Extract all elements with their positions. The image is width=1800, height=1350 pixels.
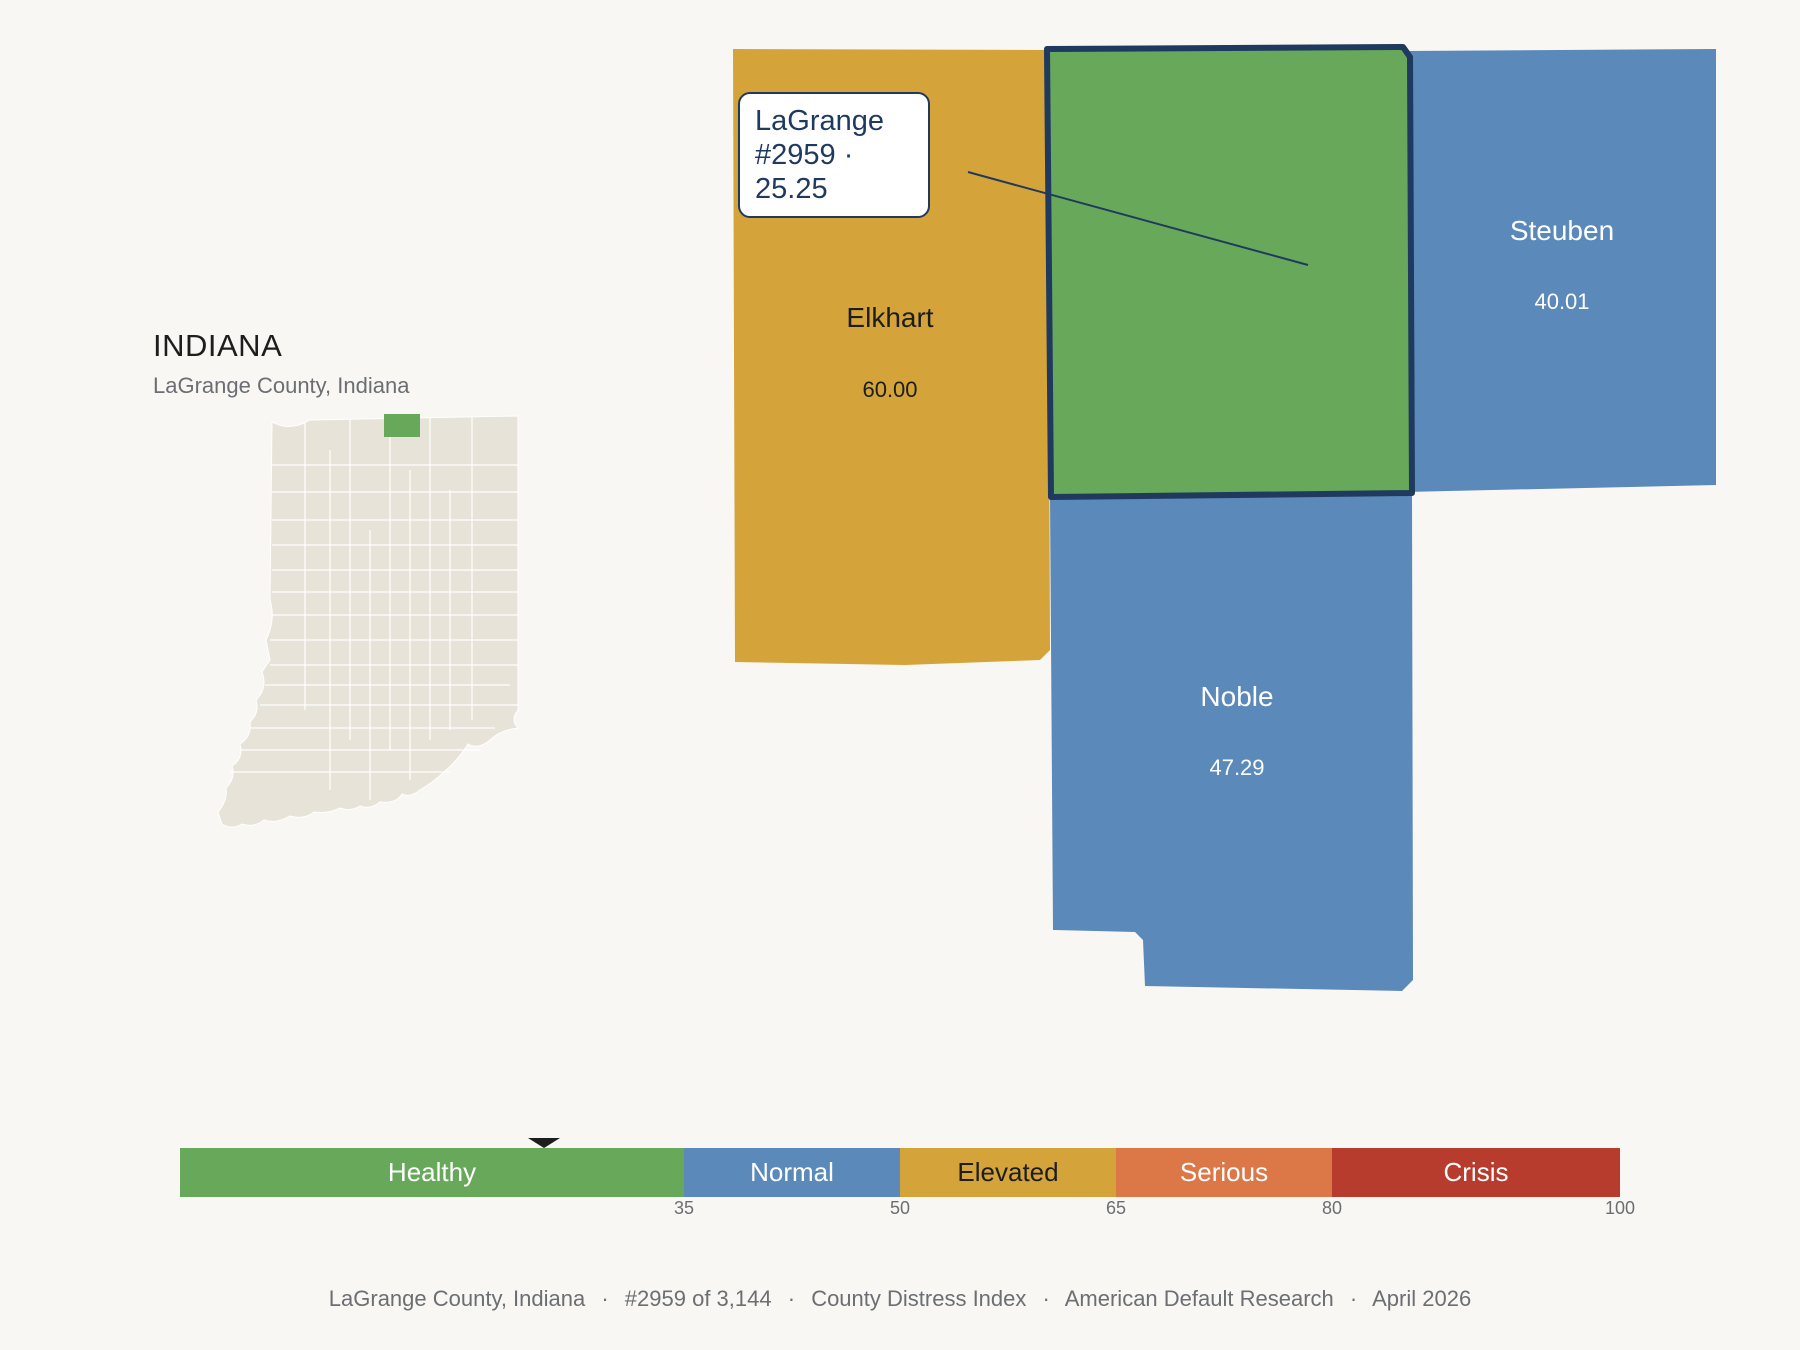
state-subtitle: LaGrange County, Indiana bbox=[153, 373, 410, 398]
footer-rank: #2959 of 3,144 bbox=[624, 1286, 772, 1311]
scale-label-elevated: Elevated bbox=[957, 1157, 1059, 1187]
footer-date: April 2026 bbox=[1372, 1286, 1472, 1311]
scale-segment-crisis: Crisis bbox=[1332, 1148, 1620, 1197]
footer-location: LaGrange County, Indiana bbox=[328, 1286, 586, 1311]
county-noble-shape[interactable] bbox=[1050, 492, 1413, 991]
county-map: Elkhart 60.00 Steuben 40.01 Noble 47.29 bbox=[733, 44, 1716, 991]
scale-label-serious: Serious bbox=[1179, 1157, 1269, 1187]
callout-rank-value: #2959 · 25.25 bbox=[755, 139, 854, 205]
scale-label-normal: Normal bbox=[750, 1157, 834, 1187]
county-noble-label: Noble bbox=[1200, 681, 1273, 712]
callout-leader-line bbox=[967, 171, 1309, 266]
county-callout: LaGrange #2959 · 25.25 bbox=[738, 92, 930, 218]
scale-tick-80: 80 bbox=[1321, 1198, 1343, 1218]
county-noble[interactable]: Noble 47.29 bbox=[1050, 492, 1413, 991]
footer-publisher: American Default Research bbox=[1064, 1286, 1334, 1311]
scale-tick-100: 100 bbox=[1604, 1198, 1636, 1218]
scale-marker-icon bbox=[527, 1138, 560, 1148]
county-lagrange[interactable] bbox=[1044, 44, 1415, 500]
county-lagrange-shape[interactable] bbox=[1044, 44, 1415, 500]
county-steuben-label: Steuben bbox=[1510, 215, 1614, 246]
footer-separator: · bbox=[1042, 1286, 1050, 1311]
footer-index-name: County Distress Index bbox=[811, 1286, 1027, 1311]
scale-tick-35: 35 bbox=[673, 1198, 695, 1218]
locator-county-lines bbox=[230, 416, 518, 800]
scale-tick-50: 50 bbox=[889, 1198, 911, 1218]
county-steuben-shape[interactable] bbox=[1405, 49, 1716, 492]
scale-segment-serious: Serious bbox=[1116, 1148, 1332, 1197]
footer-separator: · bbox=[787, 1286, 796, 1311]
scale-label-healthy: Healthy bbox=[387, 1157, 477, 1187]
county-noble-value: 47.29 bbox=[1209, 755, 1264, 780]
state-title: INDIANA bbox=[153, 328, 283, 363]
county-elkhart-label: Elkhart bbox=[846, 302, 933, 333]
scale-segment-normal: Normal bbox=[684, 1148, 900, 1197]
distress-scale: Healthy Normal Elevated Serious Crisis bbox=[180, 1148, 1620, 1197]
scale-segment-elevated: Elevated bbox=[900, 1148, 1116, 1197]
county-elkhart-value: 60.00 bbox=[862, 377, 917, 402]
footer: LaGrange County, Indiana · #2959 of 3,14… bbox=[0, 1286, 1800, 1312]
indiana-locator-map bbox=[217, 414, 520, 828]
footer-separator: · bbox=[1349, 1286, 1358, 1311]
scale-tick-65: 65 bbox=[1105, 1198, 1127, 1218]
county-steuben-value: 40.01 bbox=[1534, 289, 1589, 314]
locator-highlight-lagrange bbox=[384, 414, 420, 437]
indiana-outline bbox=[217, 415, 520, 828]
footer-separator: · bbox=[601, 1286, 609, 1311]
callout-county-name: LaGrange bbox=[755, 105, 884, 137]
county-steuben[interactable]: Steuben 40.01 bbox=[1405, 49, 1716, 492]
scale-segment-healthy: Healthy bbox=[180, 1148, 684, 1197]
scale-label-crisis: Crisis bbox=[1443, 1157, 1509, 1187]
indiana-state-shape bbox=[217, 414, 520, 828]
